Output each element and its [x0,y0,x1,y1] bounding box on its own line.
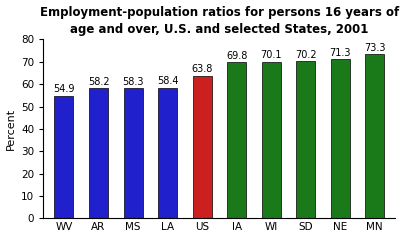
Text: 58.2: 58.2 [88,77,109,87]
Text: 58.3: 58.3 [122,77,144,87]
Bar [331,59,350,218]
Bar [192,76,212,218]
Bar [296,61,315,218]
Bar [158,88,177,218]
Bar [55,96,73,218]
Bar [261,62,281,218]
Text: 70.1: 70.1 [260,50,282,60]
Bar [89,88,108,218]
Y-axis label: Percent: Percent [6,108,16,150]
Text: 70.2: 70.2 [295,50,316,60]
Text: 63.8: 63.8 [191,64,213,74]
Text: 54.9: 54.9 [53,84,75,94]
Bar [365,55,384,218]
Text: 58.4: 58.4 [157,76,178,86]
Bar [227,62,246,218]
Text: 69.8: 69.8 [226,51,247,61]
Text: 73.3: 73.3 [364,43,385,53]
Text: 71.3: 71.3 [330,48,351,58]
Bar [124,88,142,218]
Title: Employment-population ratios for persons 16 years of
age and over, U.S. and sele: Employment-population ratios for persons… [40,5,399,35]
